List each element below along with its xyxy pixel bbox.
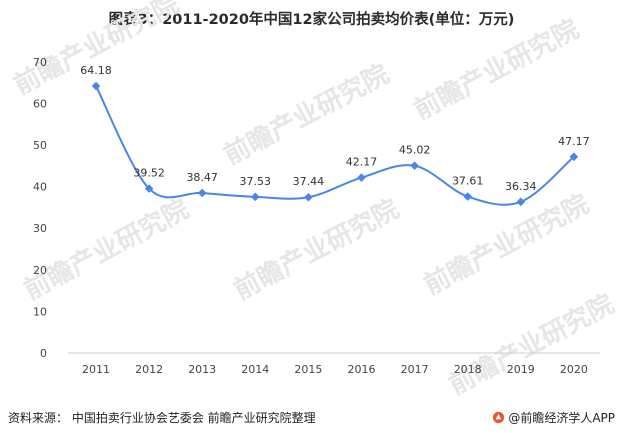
watermark-text: 前瞻产业研究院	[444, 288, 619, 401]
series-line	[95, 85, 575, 206]
x-tick-label: 2013	[188, 363, 216, 376]
brand-credit: @前瞻经济学人APP	[492, 409, 615, 426]
data-point-marker	[250, 192, 260, 202]
y-tick-label: 20	[33, 264, 47, 277]
data-point-marker	[304, 192, 313, 202]
y-tick-label: 10	[33, 305, 47, 318]
data-labels: 64.18 39.52 38.47 37.53 37.44 42.17 45.02 37.61…	[80, 64, 589, 193]
data-label: 47.17	[558, 135, 590, 148]
data-label: 64.18	[80, 64, 112, 77]
x-tick-label: 2019	[507, 363, 535, 376]
data-label: 38.47	[186, 171, 218, 184]
y-tick-label: 70	[33, 56, 47, 69]
x-tick-label: 2018	[454, 363, 482, 376]
x-axis: 2011 2012 2013 2014 2015 2016 2017 2018 2019 2020	[68, 352, 600, 376]
series-markers	[91, 81, 579, 207]
brand-text: @前瞻经济学人APP	[508, 411, 615, 425]
watermark-text: 前瞻产业研究院	[19, 193, 194, 306]
data-point-marker	[197, 188, 207, 198]
data-label: 36.34	[505, 180, 537, 193]
data-label: 37.44	[293, 175, 325, 188]
y-tick-label: 60	[33, 97, 47, 110]
x-tick-label: 2011	[82, 363, 110, 376]
data-point-marker	[357, 173, 366, 182]
data-label: 37.53	[240, 175, 272, 188]
brand-logo-icon	[493, 411, 505, 424]
data-point-marker	[516, 197, 526, 207]
x-tick-label: 2020	[560, 363, 588, 376]
data-label: 45.02	[399, 144, 431, 157]
x-tick-label: 2015	[294, 363, 322, 376]
data-point-marker	[91, 81, 101, 91]
x-tick-label: 2016	[348, 363, 376, 376]
y-tick-label: 50	[33, 139, 47, 152]
data-label: 42.17	[346, 156, 378, 169]
y-axis: 0 10 20 30 40 50 60 70	[33, 56, 47, 360]
footer: 资料来源： 中国拍卖行业协会艺委会 前瞻产业研究院整理 @前瞻经济学人APP	[8, 409, 615, 427]
data-point-marker	[144, 184, 154, 193]
y-tick-label: 0	[40, 347, 47, 360]
y-tick-label: 30	[33, 222, 47, 235]
data-point-marker	[569, 152, 579, 162]
x-tick-label: 2014	[241, 363, 269, 376]
source-text: 资料来源： 中国拍卖行业协会艺委会 前瞻产业研究院整理	[8, 411, 316, 425]
x-tick-label: 2017	[401, 363, 429, 376]
watermark-text: 前瞻产业研究院	[409, 13, 584, 126]
y-tick-label: 40	[33, 181, 47, 194]
chart-title: 图表3：2011-2020年中国12家公司拍卖均价表(单位：万元)	[108, 12, 515, 28]
watermark-text: 前瞻产业研究院	[219, 58, 394, 171]
data-point-marker	[463, 192, 473, 201]
data-point-marker	[410, 161, 419, 171]
data-label: 39.52	[133, 167, 165, 180]
watermark-text: 前瞻产业研究院	[229, 193, 404, 306]
x-tick-label: 2012	[135, 363, 163, 376]
data-label: 37.61	[452, 175, 484, 188]
